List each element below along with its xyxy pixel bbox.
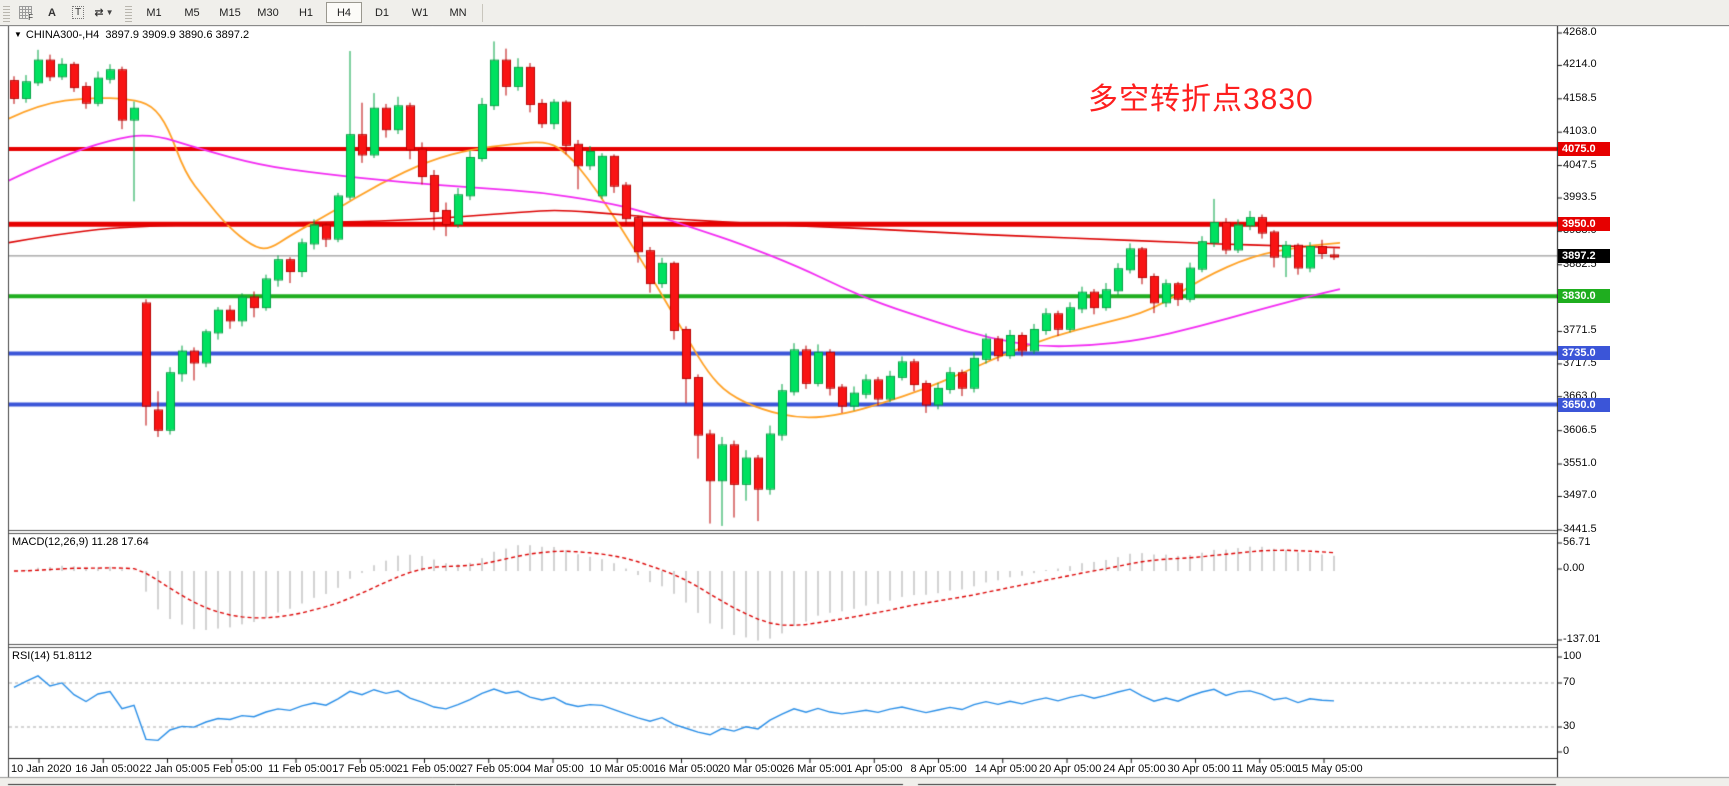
date-label: 21 Feb 05:00 (396, 763, 462, 775)
timeframe-button-mn[interactable]: MN (449, 6, 467, 19)
text-label-button[interactable]: T (66, 2, 90, 24)
rsi-tick-label: 100 (1563, 650, 1582, 662)
macd-indicator-label: MACD(12,26,9) 11.28 17.64 (12, 536, 149, 548)
date-label: 11 May 05:00 (1231, 763, 1298, 775)
symbol-period-label: CHINA300-,H4 (25, 29, 100, 41)
date-label: 16 Mar 05:00 (653, 763, 719, 775)
date-label: 5 Feb 05:00 (203, 763, 263, 775)
price-level-tag: 3650.0 (1558, 397, 1610, 412)
price-tick-label: 4158.5 (1563, 91, 1597, 104)
date-label: 20 Mar 05:00 (717, 763, 783, 775)
current-price-tag: 3897.2 (1558, 248, 1610, 263)
date-label: 1 Apr 05:00 (846, 763, 903, 775)
price-level-tag: 3830.0 (1558, 289, 1610, 304)
toolbar-drag-handle[interactable] (125, 3, 132, 22)
date-label: 22 Jan 05:00 (139, 763, 204, 775)
cycle-lines-icon: ⇄ (94, 7, 104, 19)
cycle-lines-button[interactable]: ⇄ ▼ (92, 2, 116, 24)
toolbar-drag-handle[interactable] (3, 3, 10, 22)
toolbar: F A T ⇄ ▼ M1 M5 M15 M30 H1 H4 D1 W1 MN (0, 0, 1729, 26)
macd-current-values: 11.28 17.64 (91, 536, 149, 548)
rsi-current-value: 51.8112 (52, 650, 92, 662)
price-level-tag: 4075.0 (1558, 142, 1610, 157)
date-label: 10 Jan 2020 (11, 763, 72, 775)
symbol-dropdown-icon[interactable]: ▼ (14, 30, 22, 39)
timeframe-button-group: M1 M5 M15 M30 H1 H4 D1 W1 MN (135, 2, 477, 23)
date-label: 27 Feb 05:00 (460, 763, 526, 775)
price-tick-label: 3771.5 (1563, 324, 1597, 337)
price-tick-label: 4103.0 (1563, 125, 1597, 138)
price-tick-label: 3606.5 (1563, 423, 1597, 436)
price-tick-label: 4214.0 (1563, 58, 1597, 71)
timeframe-button-m5[interactable]: M5 (184, 6, 200, 19)
rsi-tick-label: 30 (1563, 720, 1576, 732)
date-label: 16 Jan 05:00 (75, 763, 139, 775)
chart-shift-icon: F (19, 6, 33, 22)
chart-title: ▼ CHINA300-,H4 3897.9 3909.9 3890.6 3897.… (14, 29, 249, 41)
rsi-indicator-label: RSI(14) 51.8112 (12, 650, 92, 662)
timeframe-button-w1[interactable]: W1 (411, 6, 429, 19)
price-tick-label: 4268.0 (1563, 26, 1597, 38)
rsi-tick-label: 0 (1563, 745, 1570, 757)
price-tick-label: 3993.5 (1563, 191, 1597, 203)
date-label: 17 Feb 05:00 (332, 763, 398, 775)
date-label: 30 Apr 05:00 (1167, 763, 1230, 775)
font-icon: A (48, 6, 56, 19)
timeframe-button-m30[interactable]: M30 (257, 6, 279, 19)
date-label: 14 Apr 05:00 (974, 763, 1038, 775)
rsi-tick-label: 70 (1563, 676, 1576, 688)
ohlc-values: 3897.9 3909.9 3890.6 3897.2 (105, 29, 250, 41)
chart-annotation-text: 多空转折点3830 (1088, 83, 1314, 116)
date-label: 15 May 05:00 (1296, 763, 1363, 775)
price-level-tag: 3950.0 (1558, 217, 1610, 232)
price-tick-label: 4047.5 (1563, 158, 1597, 171)
toolbar-separator (482, 3, 483, 22)
font-button[interactable]: A (40, 2, 64, 24)
timeframe-button-h4[interactable]: H4 (326, 2, 362, 23)
timeframe-button-m15[interactable]: M15 (219, 6, 241, 19)
chevron-down-icon: ▼ (105, 8, 114, 17)
date-label: 20 Apr 05:00 (1039, 763, 1102, 775)
price-level-tag: 3735.0 (1558, 346, 1610, 361)
timeframe-button-h1[interactable]: H1 (298, 6, 314, 19)
date-label: 10 Mar 05:00 (589, 763, 655, 775)
macd-tick-label: 0.00 (1563, 562, 1585, 574)
chart-shift-button[interactable]: F (14, 2, 38, 24)
price-tick-label: 3441.5 (1563, 522, 1597, 535)
date-label: 4 Mar 05:00 (525, 763, 584, 775)
date-label: 8 Apr 05:00 (910, 763, 967, 775)
text-label-icon: T (71, 6, 85, 19)
macd-tick-label: 56.71 (1563, 536, 1591, 548)
price-tick-label: 3551.0 (1563, 457, 1597, 470)
macd-tick-label: -137.01 (1563, 633, 1601, 645)
price-tick-label: 3497.0 (1563, 489, 1597, 502)
date-label: 26 Mar 05:00 (782, 763, 847, 775)
date-label: 11 Feb 05:00 (268, 763, 333, 775)
timeframe-button-m1[interactable]: M1 (146, 6, 162, 19)
date-label: 24 Apr 05:00 (1103, 763, 1166, 775)
timeframe-button-d1[interactable]: D1 (374, 6, 390, 19)
